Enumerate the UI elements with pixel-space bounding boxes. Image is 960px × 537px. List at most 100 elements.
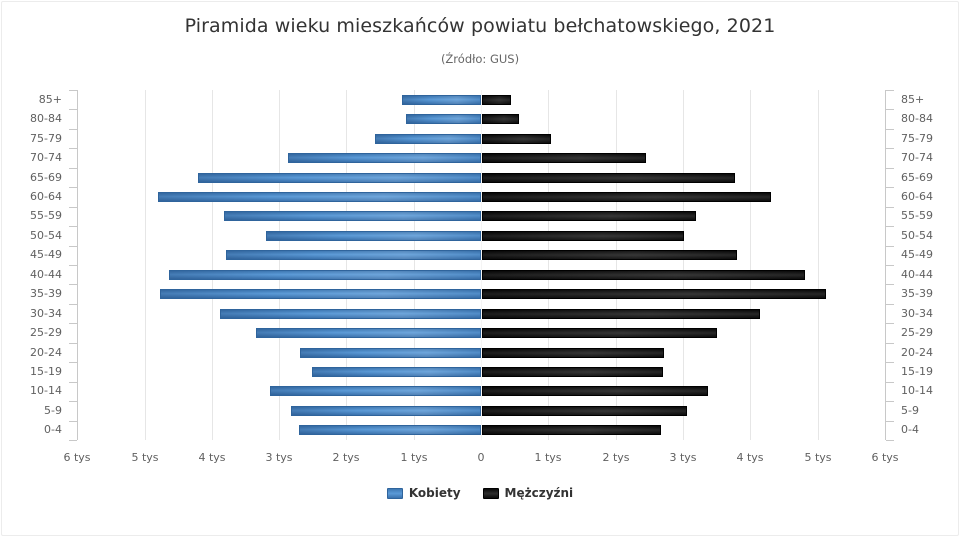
y-axis-tick bbox=[886, 421, 894, 422]
gridline bbox=[750, 90, 751, 440]
y-axis-label-left: 70-74 bbox=[30, 151, 62, 164]
y-axis-tick bbox=[886, 90, 894, 91]
gridline bbox=[818, 90, 819, 440]
bar-women[interactable] bbox=[219, 309, 481, 319]
y-axis-tick bbox=[886, 207, 894, 208]
y-axis-label-left: 25-29 bbox=[30, 326, 62, 339]
bar-men[interactable] bbox=[482, 250, 738, 260]
bar-men[interactable] bbox=[482, 348, 664, 358]
bar-men[interactable] bbox=[482, 231, 684, 241]
bar-men[interactable] bbox=[482, 211, 696, 221]
y-axis-label-left: 55-59 bbox=[30, 209, 62, 222]
y-axis-tick bbox=[886, 304, 894, 305]
y-axis-label-right: 10-14 bbox=[901, 384, 933, 397]
bar-men[interactable] bbox=[482, 114, 519, 124]
legend-item-women[interactable]: Kobiety bbox=[386, 486, 461, 500]
y-axis-label-right: 5-9 bbox=[901, 404, 919, 417]
bar-women[interactable] bbox=[287, 153, 481, 163]
bar-women[interactable] bbox=[157, 192, 481, 202]
bar-men[interactable] bbox=[482, 425, 662, 435]
bar-women[interactable] bbox=[223, 211, 481, 221]
bar-men[interactable] bbox=[482, 270, 806, 280]
y-axis-tick bbox=[69, 90, 77, 91]
y-axis-label-left: 20-24 bbox=[30, 346, 62, 359]
legend-swatch-men-icon bbox=[482, 487, 499, 499]
y-axis-label-right: 40-44 bbox=[901, 268, 933, 281]
y-axis-label-left: 10-14 bbox=[30, 384, 62, 397]
y-axis-label-right: 60-64 bbox=[901, 190, 933, 203]
bar-women[interactable] bbox=[159, 289, 481, 299]
y-axis-label-right: 45-49 bbox=[901, 248, 933, 261]
y-axis-tick bbox=[69, 401, 77, 402]
bar-women[interactable] bbox=[168, 270, 481, 280]
y-axis-tick bbox=[886, 401, 894, 402]
y-axis-tick bbox=[69, 148, 77, 149]
y-axis-tick bbox=[886, 382, 894, 383]
bar-women[interactable] bbox=[225, 250, 481, 260]
gridline bbox=[548, 90, 549, 440]
y-axis-label-right: 0-4 bbox=[901, 423, 919, 436]
gridline bbox=[145, 90, 146, 440]
legend-item-men[interactable]: Mężczyźni bbox=[482, 486, 574, 500]
y-axis-tick bbox=[69, 362, 77, 363]
bar-women[interactable] bbox=[266, 231, 481, 241]
y-axis-label-right: 15-19 bbox=[901, 365, 933, 378]
gridline bbox=[683, 90, 684, 440]
y-axis-tick bbox=[886, 362, 894, 363]
bar-women[interactable] bbox=[270, 386, 481, 396]
y-axis-label-right: 70-74 bbox=[901, 151, 933, 164]
y-axis-tick bbox=[69, 440, 77, 441]
x-axis-tick-label: 6 tys bbox=[63, 451, 91, 464]
x-axis-tick-label: 2 tys bbox=[332, 451, 360, 464]
bar-women[interactable] bbox=[299, 348, 481, 358]
bar-women[interactable] bbox=[299, 425, 481, 435]
bar-men[interactable] bbox=[482, 95, 511, 105]
y-axis-label-right: 20-24 bbox=[901, 346, 933, 359]
y-axis-tick bbox=[886, 187, 894, 188]
bar-men[interactable] bbox=[482, 192, 771, 202]
bar-women[interactable] bbox=[406, 114, 481, 124]
y-axis-label-left: 60-64 bbox=[30, 190, 62, 203]
gridline bbox=[279, 90, 280, 440]
bar-men[interactable] bbox=[482, 134, 552, 144]
y-axis-tick bbox=[69, 382, 77, 383]
bar-men[interactable] bbox=[482, 386, 709, 396]
y-axis-tick bbox=[886, 148, 894, 149]
y-axis-tick bbox=[886, 226, 894, 227]
y-axis-label-left: 80-84 bbox=[30, 112, 62, 125]
legend-label-men: Mężczyźni bbox=[504, 486, 574, 500]
bar-women[interactable] bbox=[291, 406, 481, 416]
bar-men[interactable] bbox=[482, 309, 760, 319]
y-axis-tick bbox=[886, 265, 894, 266]
y-axis-label-right: 65-69 bbox=[901, 171, 933, 184]
x-axis-tick-label: 0 bbox=[477, 451, 485, 464]
y-axis-tick bbox=[886, 246, 894, 247]
bar-men[interactable] bbox=[482, 367, 664, 377]
y-axis-label-right: 75-79 bbox=[901, 132, 933, 145]
legend: Kobiety Mężczyźni bbox=[0, 486, 960, 500]
y-axis-label-right: 85+ bbox=[901, 93, 925, 106]
bar-men[interactable] bbox=[482, 153, 647, 163]
y-axis-tick bbox=[69, 109, 77, 110]
bar-men[interactable] bbox=[482, 289, 826, 299]
y-axis-right bbox=[885, 90, 886, 440]
bar-women[interactable] bbox=[198, 173, 481, 183]
bar-men[interactable] bbox=[482, 406, 688, 416]
y-axis-label-left: 15-19 bbox=[30, 365, 62, 378]
gridline bbox=[212, 90, 213, 440]
bar-women[interactable] bbox=[375, 134, 481, 144]
bar-women[interactable] bbox=[312, 367, 481, 377]
bar-women[interactable] bbox=[402, 95, 481, 105]
legend-label-women: Kobiety bbox=[408, 486, 461, 500]
y-axis-tick bbox=[886, 129, 894, 130]
bar-men[interactable] bbox=[482, 173, 736, 183]
y-axis-tick bbox=[69, 304, 77, 305]
y-axis-tick bbox=[886, 109, 894, 110]
x-axis-tick-label: 6 tys bbox=[871, 451, 899, 464]
y-axis-label-right: 30-34 bbox=[901, 307, 933, 320]
y-axis-label-left: 5-9 bbox=[44, 404, 62, 417]
y-axis-tick bbox=[69, 421, 77, 422]
gridline bbox=[414, 90, 415, 440]
bar-women[interactable] bbox=[256, 328, 481, 338]
bar-men[interactable] bbox=[482, 328, 717, 338]
